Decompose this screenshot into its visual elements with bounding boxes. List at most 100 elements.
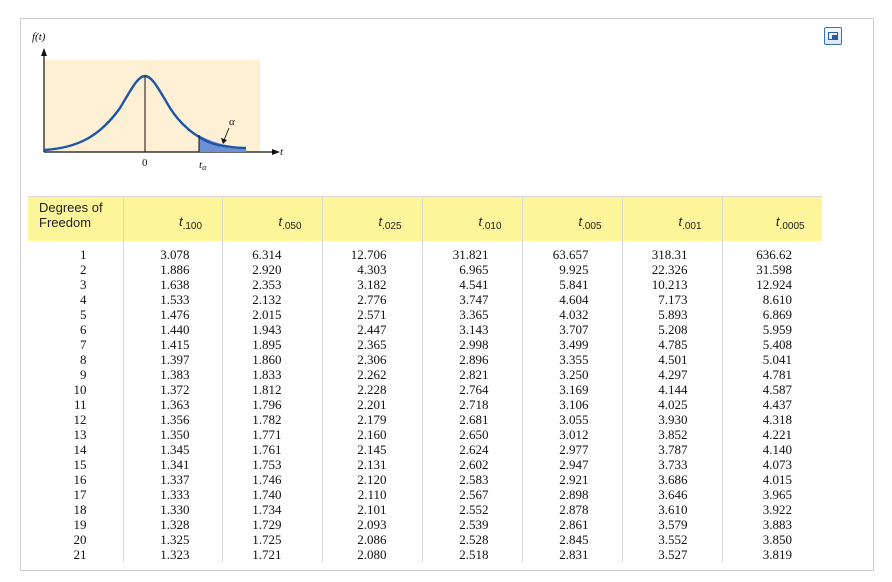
y-axis-arrow — [41, 48, 47, 56]
table-cell: 1.729 — [252, 517, 282, 532]
table-cell: 4.144 — [658, 382, 688, 397]
t-0005-column: 636.62 31.598 12.924 8.610 6.869 5.959 5.408 5.… — [721, 241, 822, 562]
table-cell: 2.228 — [357, 382, 387, 397]
df-cell: 15 — [73, 457, 87, 472]
table-cell: 1.833 — [252, 367, 282, 382]
table-cell: 1.734 — [252, 502, 282, 517]
table-cell: 3.012 — [559, 427, 589, 442]
table-cell: 1.337 — [160, 472, 190, 487]
header-t-100: t.100 — [122, 196, 222, 241]
table-cell: 1.895 — [252, 337, 282, 352]
table-cell: 2.650 — [459, 427, 489, 442]
table-cell: 1.323 — [160, 547, 190, 562]
table-cell: 1.363 — [160, 397, 190, 412]
table-cell: 4.501 — [658, 352, 688, 367]
table-cell: 5.841 — [559, 277, 589, 292]
table-cell: 2.764 — [459, 382, 489, 397]
table-cell: 4.297 — [658, 367, 688, 382]
table-cell: 2.624 — [459, 442, 489, 457]
header-df-line2: Freedom — [39, 215, 92, 230]
t-alpha-label: tα — [199, 159, 207, 172]
table-cell: 3.078 — [160, 247, 190, 262]
df-cell: 7 — [80, 337, 87, 352]
table-cell: 12.706 — [350, 247, 387, 262]
df-cell: 6 — [80, 322, 87, 337]
t-005-column: 63.657 9.925 5.841 4.604 4.032 3.707 3.499 3.35… — [521, 241, 622, 562]
table-cell: 31.821 — [452, 247, 489, 262]
df-cell: 10 — [73, 382, 87, 397]
df-column: 1 2 3 4 5 6 7 8 9 10 11 12 13 14 15 16 17 18 19 20 21 — [28, 241, 123, 562]
alpha-pointer — [223, 127, 230, 141]
table-cell: 2.120 — [357, 472, 387, 487]
table-cell: 2.145 — [357, 442, 387, 457]
df-cell: 14 — [73, 442, 87, 457]
table-cell: 4.437 — [762, 397, 792, 412]
header-t-025: t.025 — [321, 196, 422, 241]
table-cell: 2.998 — [459, 337, 489, 352]
table-cell: 2.110 — [357, 487, 387, 502]
table-cell: 1.771 — [252, 427, 282, 442]
table-cell: 4.781 — [762, 367, 792, 382]
table-cell: 4.221 — [762, 427, 792, 442]
table-cell: 2.920 — [252, 262, 282, 277]
table-cell: 22.326 — [651, 262, 688, 277]
df-cell: 1 — [80, 247, 87, 262]
table-cell: 2.179 — [357, 412, 387, 427]
table-cell: 6.869 — [762, 307, 792, 322]
table-cell: 1.440 — [160, 322, 190, 337]
table-cell: 31.598 — [756, 262, 792, 277]
density-curve — [43, 74, 247, 152]
header-row: Degrees of Freedom t.100 t.050 t.025 t.0… — [28, 196, 822, 241]
df-cell: 8 — [80, 352, 87, 367]
popout-window-icon[interactable] — [824, 27, 842, 45]
table-cell: 12.924 — [756, 277, 792, 292]
table-cell: 1.383 — [160, 367, 190, 382]
table-cell: 63.657 — [552, 247, 589, 262]
header-t-010: t.010 — [421, 196, 522, 241]
table-cell: 3.527 — [658, 547, 688, 562]
table-cell: 1.397 — [160, 352, 190, 367]
table-cell: 2.132 — [252, 292, 282, 307]
t-025-column: 12.706 4.303 3.182 2.776 2.571 2.447 2.365 2.30… — [321, 241, 422, 562]
table-cell: 4.541 — [459, 277, 489, 292]
table-cell: 2.921 — [559, 472, 589, 487]
table-cell: 4.032 — [559, 307, 589, 322]
table-cell: 4.015 — [762, 472, 792, 487]
table-cell: 3.819 — [762, 547, 792, 562]
table-cell: 2.131 — [357, 457, 387, 472]
alpha-label: α — [229, 116, 235, 128]
header-t-050: t.050 — [221, 196, 322, 241]
table-cell: 1.860 — [252, 352, 282, 367]
table-cell: 3.143 — [459, 322, 489, 337]
header-t-001: t.001 — [621, 196, 722, 241]
df-cell: 2 — [80, 262, 87, 277]
table-cell: 2.861 — [559, 517, 589, 532]
table-cell: 1.345 — [160, 442, 190, 457]
df-cell: 21 — [73, 547, 87, 562]
zero-label: 0 — [142, 157, 148, 169]
t-100-column: 3.078 1.886 1.638 1.533 1.476 1.440 1.415 1.397… — [122, 241, 222, 562]
table-cell: 2.776 — [357, 292, 387, 307]
table-cell: 1.415 — [160, 337, 190, 352]
table-cell: 2.977 — [559, 442, 589, 457]
t-050-column: 6.314 2.920 2.353 2.132 2.015 1.943 1.895 1.860… — [221, 241, 322, 562]
table-cell: 4.318 — [762, 412, 792, 427]
header-degrees-of-freedom: Degrees of Freedom — [28, 196, 123, 241]
table-cell: 2.160 — [357, 427, 387, 442]
x-axis-label: t — [280, 146, 284, 158]
table-cell: 1.886 — [160, 262, 190, 277]
table-cell: 5.208 — [658, 322, 688, 337]
table-cell: 2.896 — [459, 352, 489, 367]
table-cell: 3.733 — [658, 457, 688, 472]
table-cell: 6.965 — [459, 262, 489, 277]
header-t-0005: t.0005 — [721, 196, 822, 241]
table-cell: 1.638 — [160, 277, 190, 292]
table-cell: 1.350 — [160, 427, 190, 442]
df-cell: 5 — [80, 307, 87, 322]
table-cell: 5.408 — [762, 337, 792, 352]
table-cell: 3.930 — [658, 412, 688, 427]
table-cell: 4.303 — [357, 262, 387, 277]
y-axis-label: f(t) — [32, 31, 46, 43]
table-cell: 2.528 — [459, 532, 489, 547]
table-cell: 4.604 — [559, 292, 589, 307]
